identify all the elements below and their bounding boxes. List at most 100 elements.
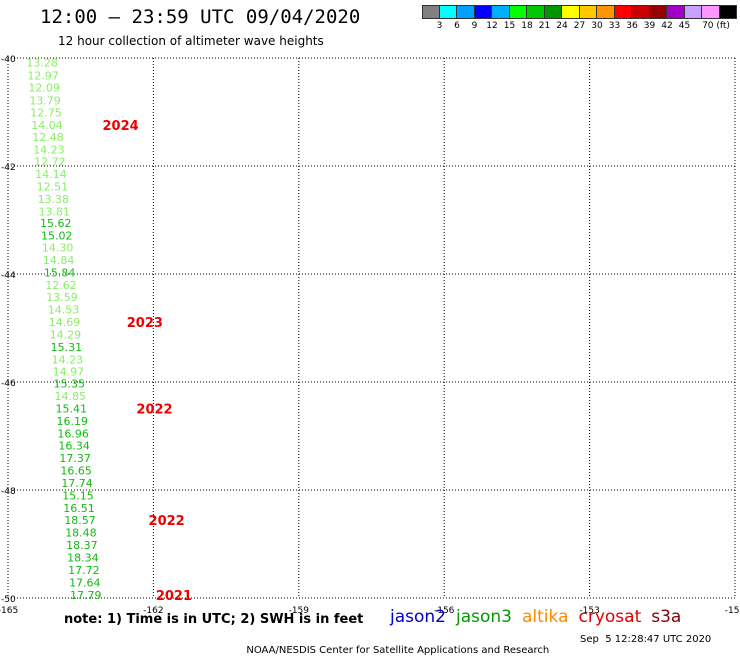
- wave-height-point: 15.62: [40, 217, 72, 230]
- legend-label: 9: [471, 21, 478, 31]
- legend-label: 45: [678, 21, 691, 31]
- x-tick-label: -165: [0, 606, 18, 616]
- wave-height-point: 16.34: [58, 440, 90, 453]
- legend-swatch: [597, 5, 615, 19]
- legend-label: 27: [573, 21, 586, 31]
- legend-swatch: [684, 5, 702, 19]
- x-tick-label: -153: [579, 606, 599, 616]
- wave-height-point: 17.79: [70, 589, 102, 602]
- legend-label: 18: [521, 21, 533, 31]
- year-annotation: 2022: [136, 402, 172, 417]
- y-tick-label: -50: [1, 595, 16, 605]
- wave-height-point: 17.72: [68, 564, 100, 577]
- mission-jason2: jason2: [390, 607, 446, 627]
- wave-height-point: 13.59: [46, 291, 78, 304]
- legend-swatch: [562, 5, 580, 19]
- legend-label: 3: [436, 21, 443, 31]
- altimeter-plot: -40 -42 -44 -46 -48 -50-165 -162 -159 -156 -153 -1…: [0, 55, 740, 616]
- year-annotation: 2022: [149, 514, 185, 529]
- generation-timestamp: Sep 5 12:28:47 UTC 2020: [580, 634, 712, 645]
- wave-height-point: 15.41: [55, 402, 86, 415]
- wave-height-point: 14.69: [49, 316, 81, 329]
- wave-height-point: 16.65: [60, 465, 92, 478]
- x-tick-label: -159: [289, 606, 310, 616]
- mission-legend: jason2 jason3 altika cryosat s3a: [390, 607, 691, 627]
- wave-height-point: 12.09: [28, 82, 60, 95]
- wave-height-point: 13.38: [38, 193, 70, 206]
- legend-label: 42: [661, 21, 673, 31]
- grid-lines: [7, 57, 736, 599]
- y-tick-label: -40: [1, 55, 16, 65]
- wave-height-point: 14.23: [52, 353, 83, 366]
- wave-height-point: 16.19: [56, 415, 88, 428]
- legend-label: 70 (ft): [702, 21, 730, 31]
- wave-height-point: 18.48: [65, 527, 97, 540]
- legend-swatch: [492, 5, 510, 19]
- wave-height-point: 15.31: [51, 341, 83, 354]
- wave-height-point: 18.37: [66, 539, 98, 552]
- wave-height-point: 14.29: [50, 328, 82, 341]
- legend-label: 36: [626, 21, 638, 31]
- axis-ticks: -40 -42 -44 -46 -48 -50-165 -162 -159 -156 -153 -1…: [0, 55, 740, 616]
- legend-swatch: [667, 5, 685, 19]
- wave-height-point: 14.84: [43, 254, 74, 267]
- chart-title: 12:00 — 23:59 UTC 09/04/2020: [40, 6, 361, 28]
- wave-height-point: 14.97: [53, 366, 85, 379]
- wave-height-point: 18.34: [67, 552, 99, 565]
- mission-cryosat: cryosat: [578, 607, 642, 627]
- wave-height-point: 17.37: [59, 452, 90, 465]
- wave-height-point: 15.15: [62, 489, 94, 502]
- legend-swatch: [457, 5, 475, 19]
- legend-label: 15: [503, 21, 516, 31]
- wave-height-point: 12.97: [27, 69, 58, 82]
- x-tick-label: -162: [143, 606, 163, 616]
- credit-text: NOAA/NESDIS Center for Satellite Applica…: [246, 645, 550, 656]
- wave-height-point: 13.79: [29, 95, 61, 108]
- wave-height-point: 12.62: [45, 279, 77, 292]
- y-tick-label: -48: [1, 487, 16, 497]
- year-annotations: 2024 2023 2022 2022 2021: [103, 119, 193, 604]
- wave-height-point: 12.72: [34, 156, 65, 169]
- legend-label: 12: [486, 21, 498, 31]
- mission-jason3: jason3: [456, 607, 512, 627]
- credit-line: NOAA/NESDIS Center for Satellite Applica…: [240, 634, 711, 667]
- units-note: note: 1) Time is in UTC; 2) SWH is in fe…: [64, 612, 364, 627]
- legend-swatch: [544, 5, 562, 19]
- legend-swatch: [702, 5, 720, 19]
- year-annotation: 2024: [103, 119, 139, 134]
- mission-altika: altika: [522, 607, 569, 627]
- legend-swatch: [527, 5, 545, 19]
- legend-swatch: [649, 5, 667, 19]
- wave-height-point: 14.04: [31, 119, 63, 132]
- legend-swatch: [719, 5, 737, 19]
- year-annotation: 2023: [127, 316, 163, 331]
- legend-labels: 3 6 9 12 15 18 21 24 27 30 33 36 39 42 45 70 (ft): [422, 21, 737, 33]
- wave-height-point: 17.74: [61, 477, 93, 490]
- legend-label: 24: [556, 21, 568, 31]
- wave-height-point: 12.48: [32, 131, 64, 144]
- legend-label: 21: [538, 21, 551, 31]
- legend-label: 39: [643, 21, 656, 31]
- year-annotation: 2021: [156, 589, 192, 604]
- wave-height-point: 14.85: [55, 390, 87, 403]
- legend-swatch: [474, 5, 492, 19]
- wave-height-point: 12.75: [30, 107, 62, 120]
- wave-height-point: 17.64: [69, 576, 101, 589]
- wave-height-point: 12.51: [37, 181, 69, 194]
- legend-swatch: [509, 5, 527, 19]
- wave-height-point: 13.81: [39, 205, 70, 218]
- wave-height-point: 16.96: [57, 427, 89, 440]
- legend-swatch: [614, 5, 632, 19]
- legend-swatch: [632, 5, 650, 19]
- color-legend: 3 6 9 12 15 18 21 24 27 30 33 36 39 42 45 70 (ft): [422, 5, 737, 33]
- legend-swatch: [439, 5, 457, 19]
- mission-s3a: s3a: [651, 607, 682, 627]
- legend-swatch: [422, 5, 440, 19]
- wave-height-point: 14.53: [48, 304, 80, 317]
- wave-height-point: 18.57: [64, 514, 96, 527]
- y-tick-label: -42: [1, 163, 16, 173]
- x-tick-label: -156: [434, 606, 455, 616]
- wave-height-point: 15.35: [54, 378, 86, 391]
- wave-height-point: 16.51: [63, 502, 95, 515]
- wave-height-point: 15.02: [41, 230, 73, 243]
